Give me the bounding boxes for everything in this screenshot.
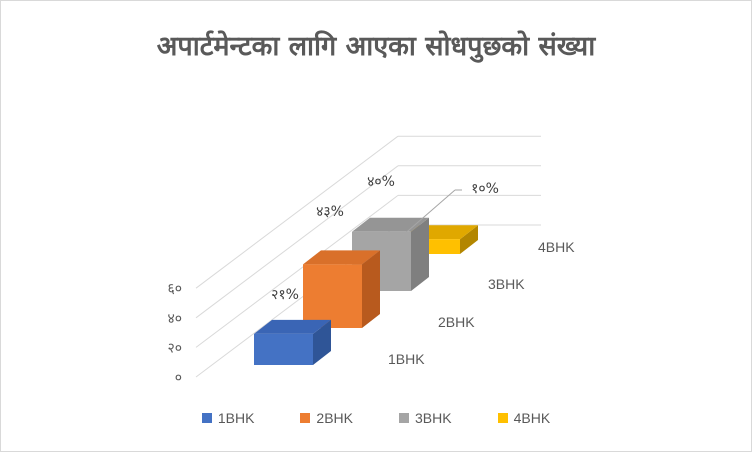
legend-swatch-2bhk [300,413,311,423]
legend-label-3bhk: 3BHK [415,410,452,426]
data-label-1bhk: २१% [271,287,299,303]
bar-top-2bhk [303,250,380,265]
bar-side-4bhk [460,225,478,254]
category-label-1bhk: 1BHK [388,351,425,367]
legend-label-1bhk: 1BHK [217,410,255,426]
gridline-depth [195,135,399,289]
gridline-depth [195,165,399,319]
gridline-depth [195,195,399,348]
data-label-3bhk: ४०% [367,174,395,190]
category-label-3bhk: 3BHK [488,276,525,292]
legend-label-4bhk: 4BHK [513,410,551,426]
legend-label-2bhk: 2BHK [316,410,353,426]
bar-side-3bhk [411,217,429,291]
legend-item-2bhk[interactable]: 2BHK [300,410,353,426]
legend-swatch-3bhk [399,413,409,423]
category-label-2bhk: 2BHK [438,314,475,330]
legend-swatch-1bhk [201,413,212,423]
y-tick-label: ० [175,370,182,386]
bar-top-3bhk [352,217,429,232]
bar-2bhk [303,264,362,328]
chart-title: अपार्टमेन्टका लागि आएका सोधपुछको संख्या [156,31,596,62]
legend: 1BHK 2BHK 3BHK 4BHK [0,410,752,426]
legend-item-4bhk[interactable]: 4BHK [497,410,551,426]
bar-1bhk [254,333,313,365]
data-label-4bhk: १०% [471,181,499,197]
legend-swatch-4bhk [497,413,508,423]
bar-top-1bhk [254,319,331,334]
category-label-4bhk: 4BHK [538,239,575,255]
bar-side-1bhk [313,319,331,365]
y-tick-label: २० [167,340,182,356]
y-tick-label: ४० [167,311,182,327]
data-label-leader-4bhk [402,189,456,236]
bar-side-2bhk [362,250,380,328]
y-tick-label: ६० [167,281,182,297]
data-label-2bhk: ४३% [316,204,344,220]
legend-item-1bhk[interactable]: 1BHK [201,410,255,426]
legend-item-3bhk[interactable]: 3BHK [399,410,452,426]
